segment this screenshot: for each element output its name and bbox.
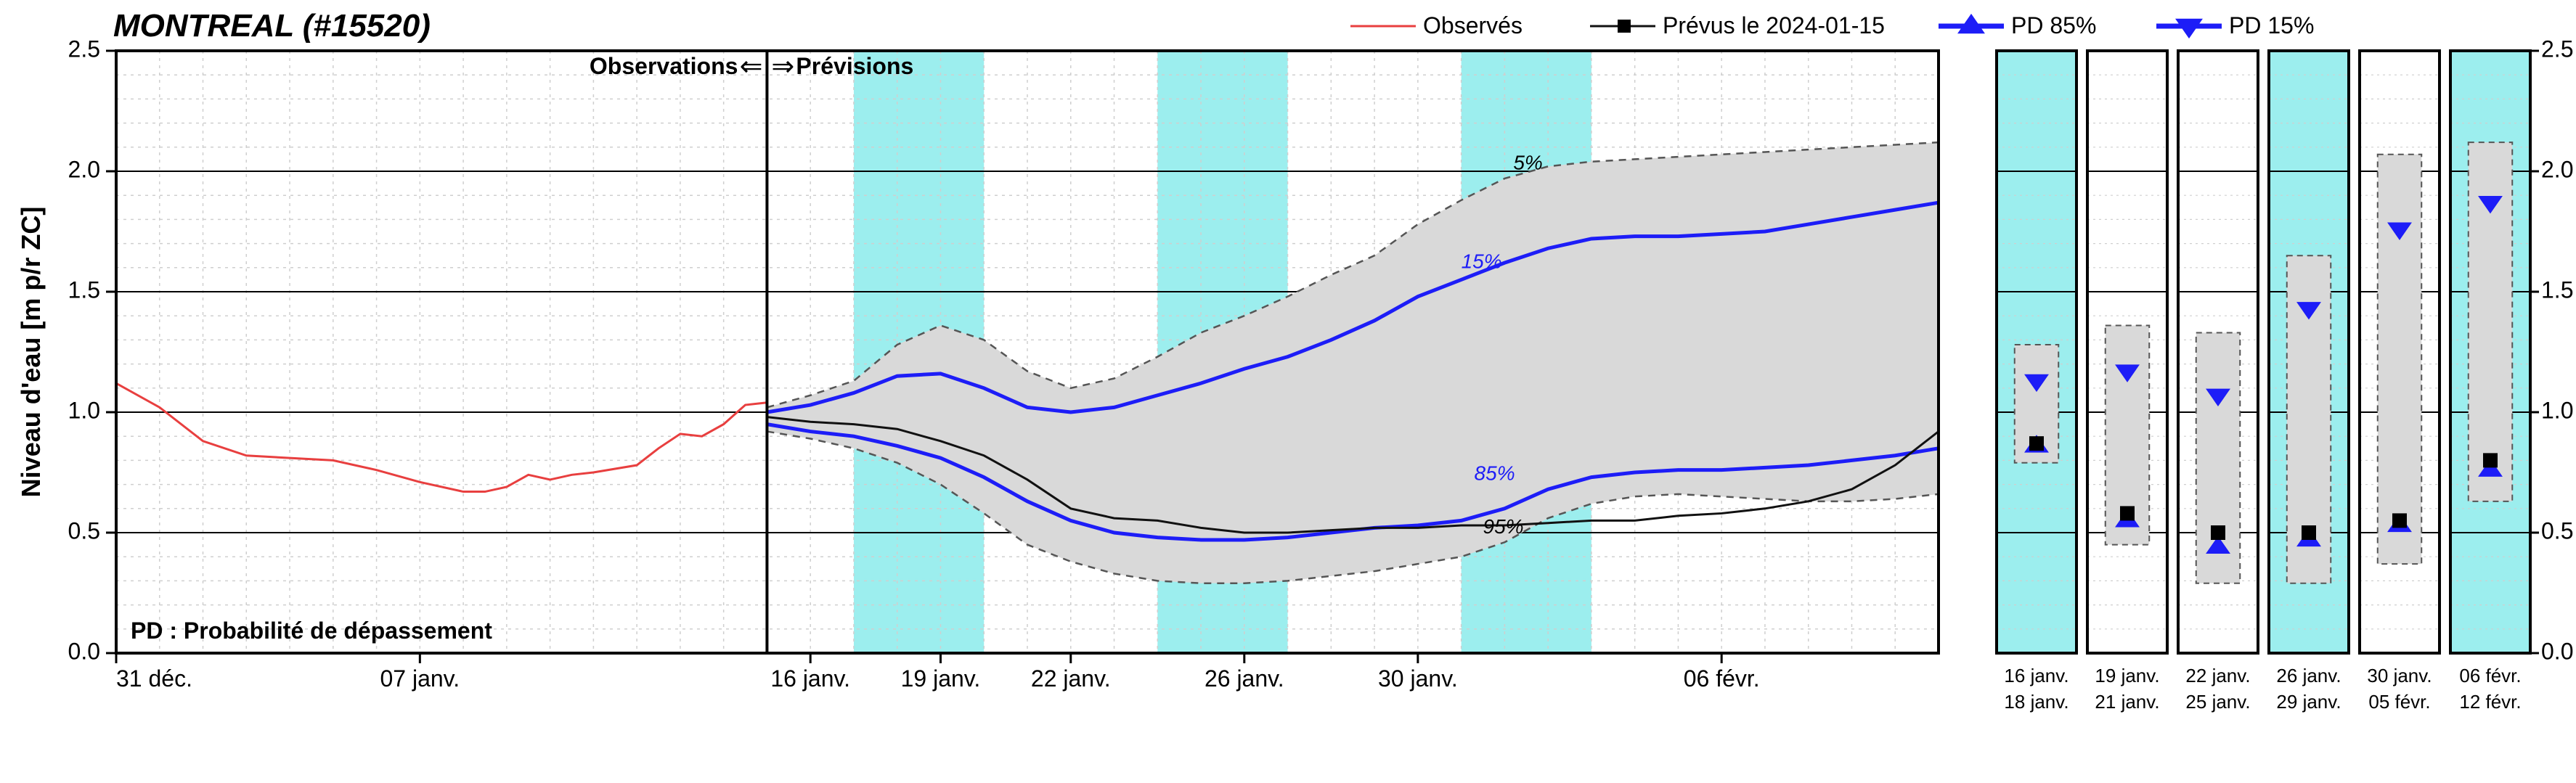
panel-date-start: 22 janv. [2185,665,2250,686]
panel-date-start: 16 janv. [2004,665,2068,686]
legend-observed: Observés [1423,12,1523,38]
panel-date-end: 29 janv. [2276,691,2341,713]
x-tick-label: 30 janv. [1378,665,1458,692]
y-tick-label: 1.5 [68,276,100,303]
observed-line [116,383,767,491]
x-tick-label: 31 déc. [116,665,192,692]
x-tick-label: 16 janv. [770,665,850,692]
panel-median-marker [2302,525,2316,540]
y-axis-label: Niveau d'eau [m p/r ZC] [16,207,46,498]
y-tick-label-right: 2.0 [2541,156,2573,182]
y-tick-label: 1.0 [68,397,100,423]
p95-label: 95% [1483,515,1524,538]
y-tick-label-right: 0.0 [2541,638,2573,664]
previsions-label: Prévisions [796,53,913,79]
legend: Observés Prévus le 2024-01-15 PD 85% PD 15% [1350,12,2314,38]
panel-date-end: 25 janv. [2185,691,2250,713]
panel-date-end: 05 févr. [2368,691,2430,713]
panel-median-marker [2120,506,2135,520]
panel-median-marker [2029,436,2044,451]
legend-forecast: Prévus le 2024-01-15 [1663,12,1885,38]
panel-date-start: 19 janv. [2095,665,2159,686]
x-tick-label: 26 janv. [1205,665,1284,692]
x-tick-label: 06 févr. [1684,665,1760,692]
y-tick-label: 0.5 [68,517,100,544]
main-plot: 5% 95% 15% 85% Observations Prévisions ⇐ ⇒ PD : … [16,36,1939,692]
summary-panel: 26 janv. 29 janv. [2269,51,2349,713]
arrow-right-icon: ⇒ [771,52,794,82]
pd-definition-label: PD : Probabilité de dépassement [131,618,492,644]
panel-date-start: 26 janv. [2276,665,2341,686]
panel-date-end: 18 janv. [2004,691,2068,713]
y-tick-label: 2.5 [68,36,100,62]
panel-median-marker [2211,525,2225,540]
y-tick-label: 0.0 [68,638,100,664]
summary-panel: 30 janv. 05 févr. [2360,51,2440,713]
p15-label: 15% [1462,250,1502,273]
y-tick-label-right: 2.5 [2541,36,2573,62]
arrow-left-icon: ⇐ [740,52,763,82]
observations-label: Observations [590,53,738,79]
panel-date-start: 30 janv. [2367,665,2432,686]
x-tick-label: 19 janv. [901,665,981,692]
forecast-chart: 5% 95% 15% 85% Observations Prévisions ⇐ ⇒ PD : … [0,0,2576,783]
y-tick-label-right: 0.5 [2541,517,2573,544]
y-tick-label-right: 1.5 [2541,276,2573,303]
panel-date-start: 06 févr. [2459,665,2521,686]
y-tick-label-right: 1.0 [2541,397,2573,423]
summary-panel: 16 janv. 18 janv. [1997,51,2076,713]
summary-panel: 22 janv. 25 janv. [2178,51,2258,713]
panel-median-marker [2392,513,2407,528]
summary-panel: 06 févr. 12 févr. [2450,51,2539,713]
panel-median-marker [2483,453,2498,467]
y-tick-label: 2.0 [68,156,100,182]
summary-panel: 19 janv. 21 janv. [2087,51,2167,713]
legend-pd15: PD 15% [2229,12,2314,38]
panel-date-end: 12 févr. [2459,691,2521,713]
legend-pd85: PD 85% [2011,12,2096,38]
x-tick-label: 22 janv. [1031,665,1111,692]
panel-date-end: 21 janv. [2095,691,2159,713]
p5-label: 5% [1513,151,1542,173]
chart-title: MONTREAL (#15520) [113,8,431,44]
p85-label: 85% [1475,462,1515,485]
x-tick-label: 07 janv. [380,665,460,692]
panel-band [2378,155,2422,564]
